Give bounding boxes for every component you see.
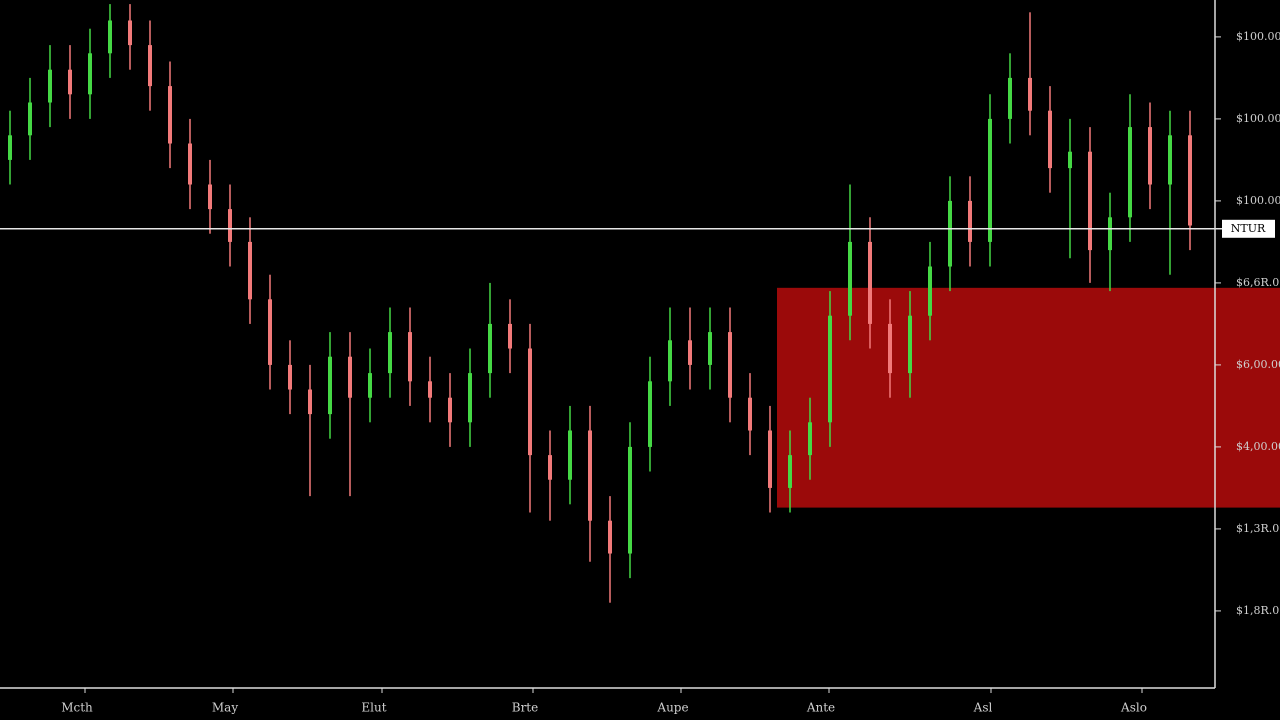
candle-body (1168, 135, 1172, 185)
x-tick-label: Asl (973, 701, 993, 715)
candle-body (788, 455, 792, 488)
x-tick-label: Brte (512, 701, 538, 715)
candle-body (908, 315, 912, 374)
candle-body (1028, 77, 1032, 111)
candle-body (68, 69, 72, 95)
candle-body (1008, 77, 1012, 119)
candle-body (988, 118, 992, 242)
candle-body (208, 184, 212, 210)
candle-body (48, 69, 52, 103)
candle-body (88, 53, 92, 95)
candle-body (948, 200, 952, 267)
candle-body (548, 455, 552, 480)
price-label: NTUR (1231, 222, 1266, 235)
price-label-box (1222, 219, 1275, 238)
candle-body (628, 446, 632, 554)
candle-body (1048, 110, 1052, 169)
candle-body (468, 373, 472, 423)
y-tick-label: $6,6R.00 (1236, 276, 1280, 289)
candle-body (268, 299, 272, 365)
candle-body (808, 422, 812, 456)
candle-body (1068, 151, 1072, 169)
candle-body (8, 135, 12, 160)
zone (777, 287, 1280, 508)
candle-body (688, 340, 692, 365)
candle-body (168, 86, 172, 144)
candle-body (708, 332, 712, 365)
candle-body (568, 430, 572, 480)
candle-body (128, 20, 132, 46)
candle-body (768, 430, 772, 488)
candle-body (748, 397, 752, 431)
candle-body (508, 323, 512, 349)
y-tick-label: $100.00 (1236, 30, 1280, 43)
x-tick-label: Ante (806, 701, 835, 715)
y-tick-label: $4,00.00 (1236, 440, 1280, 453)
candle-body (408, 332, 412, 382)
candle-body (928, 266, 932, 316)
candle-body (1108, 217, 1112, 251)
candle-body (148, 45, 152, 87)
candle-body (428, 381, 432, 398)
candle-body (328, 356, 332, 415)
y-tick-label: $6,00.00 (1236, 358, 1280, 371)
candle-body (248, 241, 252, 300)
candle-body (108, 20, 112, 54)
candle-body (968, 200, 972, 242)
candle-body (488, 323, 492, 374)
candle-body (728, 332, 732, 398)
x-tick-label: Aslo (1120, 701, 1147, 715)
candle-body (308, 389, 312, 415)
candle-body (368, 373, 372, 398)
candle-body (1088, 151, 1092, 251)
y-tick-label: $1,3R.00 (1236, 522, 1280, 535)
y-tick-label: $100.00 (1236, 194, 1280, 207)
candle-body (888, 323, 892, 374)
x-tick-label: Elut (361, 701, 386, 715)
candle-body (448, 397, 452, 423)
candle-body (648, 381, 652, 447)
candle-body (828, 315, 832, 423)
candle-body (188, 143, 192, 185)
candle-body (528, 348, 532, 456)
candle-body (608, 520, 612, 554)
candle-body (1128, 127, 1132, 218)
candle-body (588, 430, 592, 521)
candle-body (388, 332, 392, 374)
y-tick-label: $1,8R.00 (1236, 604, 1280, 617)
x-tick-label: Mcth (61, 701, 93, 715)
x-tick-label: May (212, 701, 238, 715)
candle-body (28, 102, 32, 136)
candle-body (868, 241, 872, 324)
x-tick-label: Aupe (656, 701, 688, 715)
candle-body (1188, 135, 1192, 226)
candle-body (1148, 127, 1152, 185)
candle-body (288, 364, 292, 390)
candle-body (848, 241, 852, 316)
y-tick-label: $100.00 (1236, 112, 1280, 125)
candle-body (348, 356, 352, 398)
candle-body (228, 209, 232, 242)
candle-body (668, 340, 672, 382)
